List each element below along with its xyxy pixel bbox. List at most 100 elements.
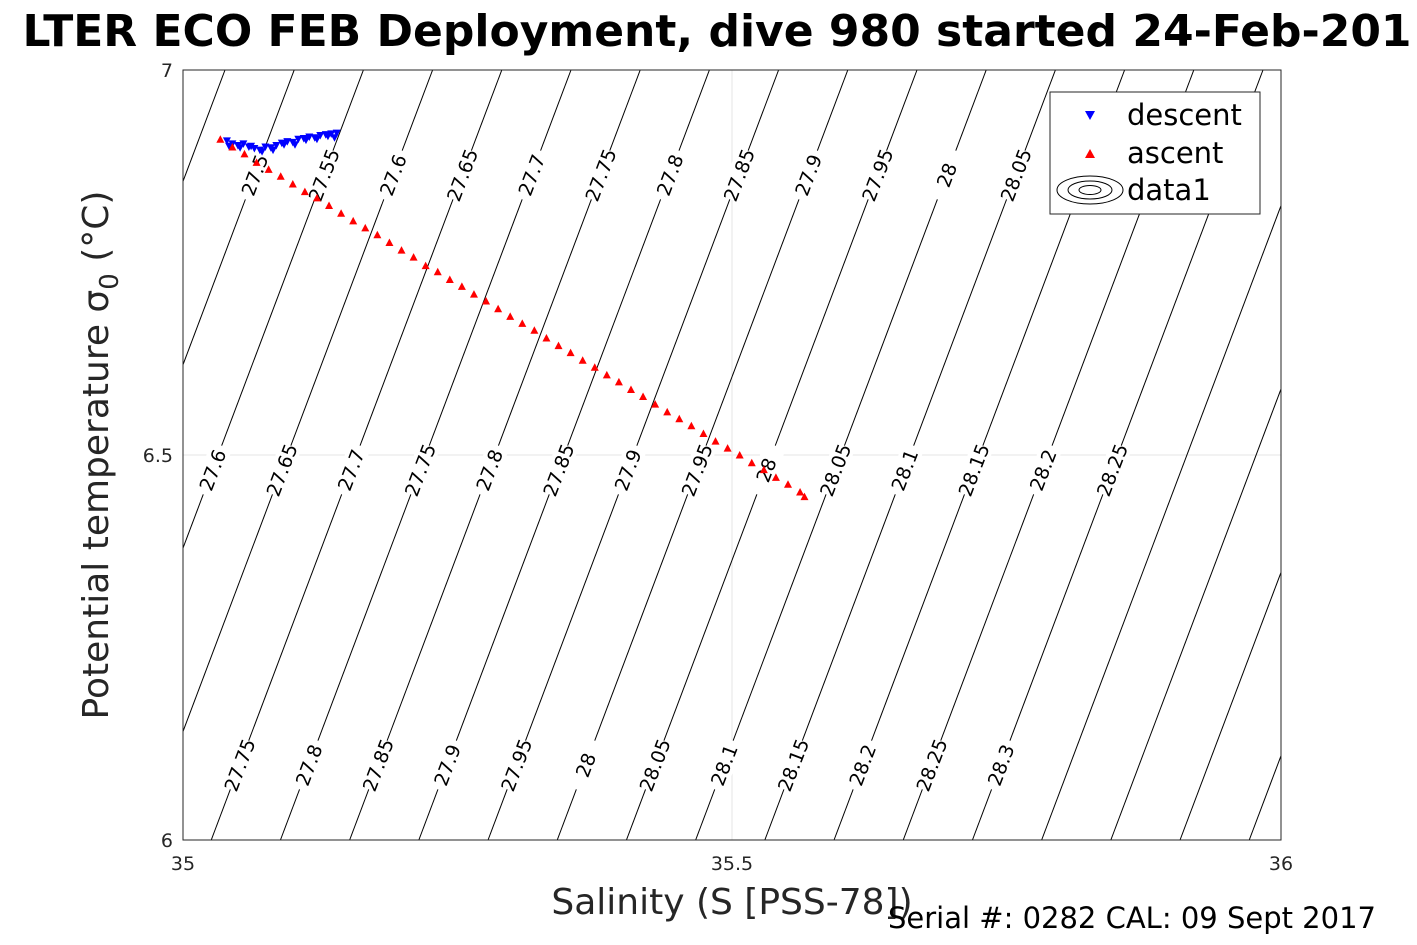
y-tick-label: 7 — [161, 60, 173, 82]
ascent-point — [518, 319, 527, 327]
legend-descent-label: descent — [1127, 98, 1242, 132]
ascent-point — [663, 407, 672, 416]
ascent-point — [783, 480, 792, 488]
y-axis-label-sub: 0 — [95, 273, 125, 290]
plot-frame — [182, 69, 1282, 841]
y-tick-label: 6.5 — [143, 445, 173, 467]
x-tick-label: 36 — [1269, 853, 1293, 875]
ascent-point — [590, 363, 599, 371]
ascent-point — [747, 458, 756, 467]
ascent-point — [264, 165, 273, 173]
ascent-point — [312, 193, 321, 202]
descent-point — [323, 132, 332, 141]
ascent-point — [433, 267, 442, 276]
ascent-point — [566, 348, 575, 357]
ascent-point — [735, 451, 744, 459]
isopycnal-line — [1110, 387, 1281, 840]
descent-point — [258, 148, 267, 156]
descent-point — [269, 146, 278, 155]
ascent-point — [542, 333, 551, 342]
ascent-point — [494, 304, 503, 313]
legend-ascent-label: ascent — [1127, 136, 1223, 170]
ascent-point — [626, 385, 635, 394]
descent-point — [316, 131, 325, 140]
ascent-point — [409, 253, 418, 261]
ascent-point — [457, 282, 466, 290]
descent-point — [301, 136, 310, 145]
y-axis-label-main: Potential temperature σ — [76, 290, 117, 720]
ascent-point — [506, 312, 515, 320]
ascent-point — [759, 465, 768, 474]
ascent-point — [373, 230, 382, 239]
x-tick-labels: 35 35.5 36 — [171, 853, 1293, 875]
descent-point — [236, 144, 245, 152]
ascent-point — [445, 275, 454, 283]
ascent-point — [469, 290, 478, 298]
descent-point — [290, 141, 299, 149]
descent-point — [327, 130, 336, 138]
ascent-point — [651, 400, 660, 408]
ascent-point — [796, 487, 805, 496]
chart-title: LTER ECO FEB Deployment, dive 980 starte… — [22, 6, 1411, 57]
ascent-point — [288, 179, 297, 188]
x-tick-label: 35 — [171, 853, 195, 875]
ascent-point — [771, 473, 780, 481]
legend-descent-marker — [1085, 111, 1095, 120]
x-tick-label: 35.5 — [711, 853, 753, 875]
y-axis-label-unit: (°C) — [76, 191, 117, 274]
ascent-point — [578, 356, 587, 364]
isopycnal-line — [1041, 204, 1281, 840]
ascent-point — [800, 492, 809, 501]
descent-point — [272, 141, 281, 150]
descent-point — [222, 137, 231, 145]
ascent-point — [687, 421, 696, 430]
y-tick-label: 6 — [161, 830, 173, 852]
legend: descent ascent data1 — [1049, 91, 1261, 215]
ascent-point — [675, 414, 684, 423]
ascent-point — [252, 158, 261, 166]
descent-point — [261, 143, 270, 151]
ascent-point — [723, 444, 732, 452]
ascent-point — [421, 261, 430, 270]
descent-point — [330, 134, 339, 142]
descent-point — [247, 142, 256, 151]
legend-data1-label: data1 — [1127, 173, 1211, 207]
descent-point — [294, 135, 303, 144]
ascent-point — [602, 370, 611, 379]
ascent-point — [530, 326, 539, 334]
series-ascent — [216, 135, 809, 501]
x-axis-label: Salinity (S [PSS-78]) — [551, 882, 912, 923]
isopycnal-line — [0, 70, 87, 840]
descent-point — [332, 129, 341, 138]
serial-cal-footer: Serial #: 0282 CAL: 09 Sept 2017 — [888, 901, 1376, 935]
ascent-point — [276, 172, 285, 180]
legend-contour-icon — [1056, 175, 1124, 205]
y-axis-label: Potential temperature σ0 (°C) — [76, 191, 125, 720]
descent-point — [239, 140, 248, 148]
ascent-point — [300, 187, 309, 196]
ascent-point — [711, 437, 720, 445]
ascent-point — [216, 135, 225, 143]
descent-point — [312, 135, 321, 144]
legend-ascent-marker — [1085, 149, 1095, 158]
ascent-point — [228, 143, 237, 151]
data-series — [216, 129, 809, 501]
descent-point — [225, 142, 234, 151]
ascent-point — [385, 238, 394, 246]
ascent-point — [482, 297, 491, 305]
series-descent — [222, 129, 341, 156]
ascent-point — [349, 216, 358, 225]
ascent-point — [397, 246, 406, 254]
ascent-point — [614, 377, 623, 386]
ascent-point — [639, 392, 648, 400]
ascent-point — [337, 209, 346, 217]
descent-point — [280, 141, 289, 149]
ascent-point — [325, 201, 334, 210]
ascent-point — [361, 223, 370, 232]
isopycnal-line — [1179, 571, 1281, 840]
y-tick-labels: 66.57 — [143, 60, 173, 852]
ascent-point — [240, 149, 249, 158]
ascent-point — [699, 429, 708, 437]
ascent-point — [554, 341, 563, 350]
